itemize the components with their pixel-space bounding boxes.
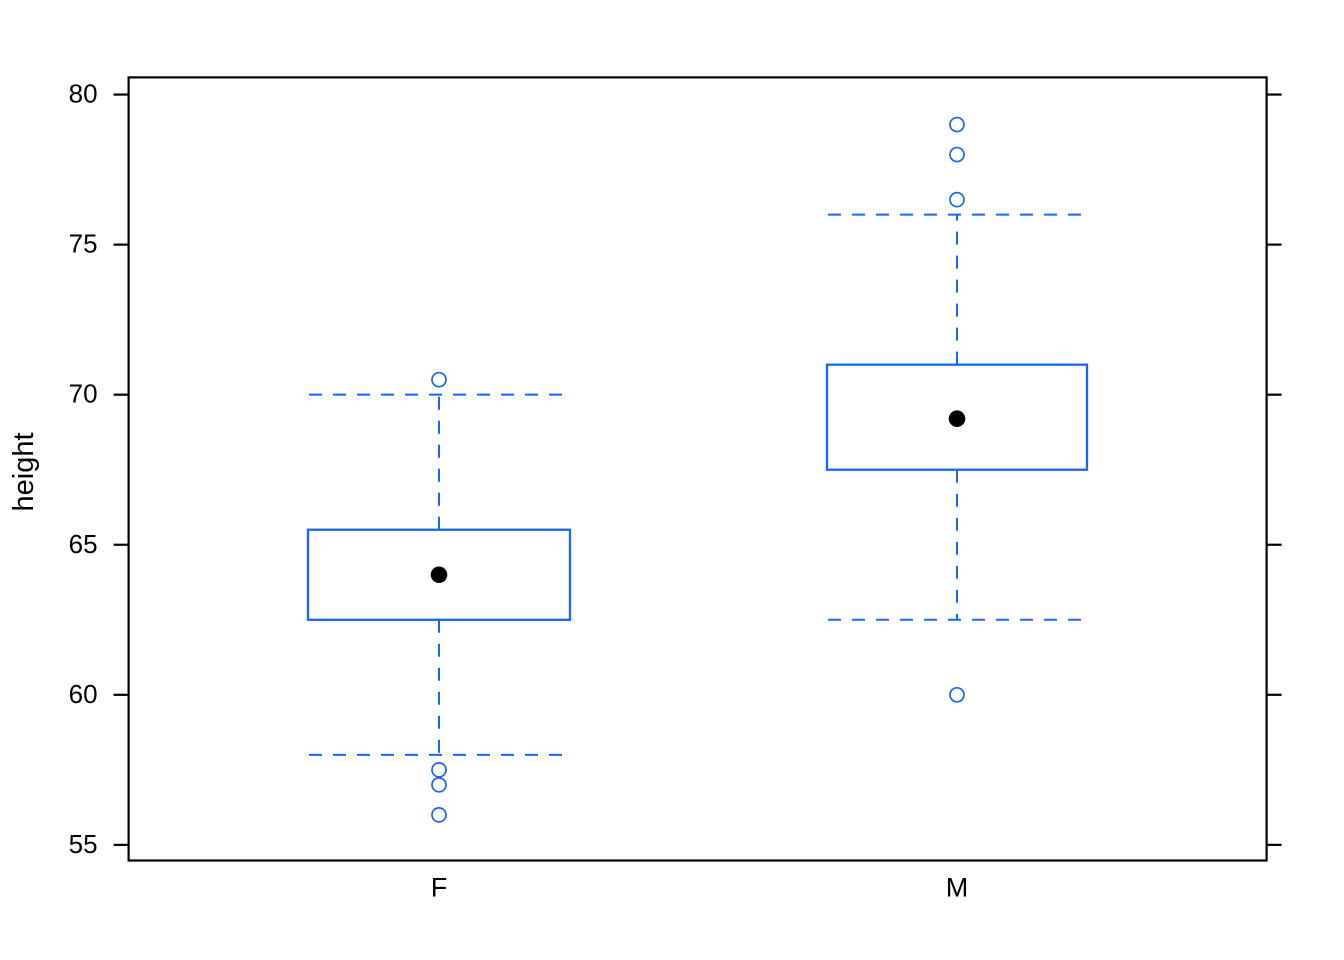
svg-text:60: 60 [69,679,98,709]
svg-text:F: F [431,873,448,903]
svg-text:M: M [946,873,969,903]
svg-text:55: 55 [69,829,98,859]
svg-text:80: 80 [69,79,98,109]
svg-text:65: 65 [69,529,98,559]
svg-text:70: 70 [69,379,98,409]
svg-text:height: height [8,432,40,511]
svg-text:75: 75 [69,229,98,259]
